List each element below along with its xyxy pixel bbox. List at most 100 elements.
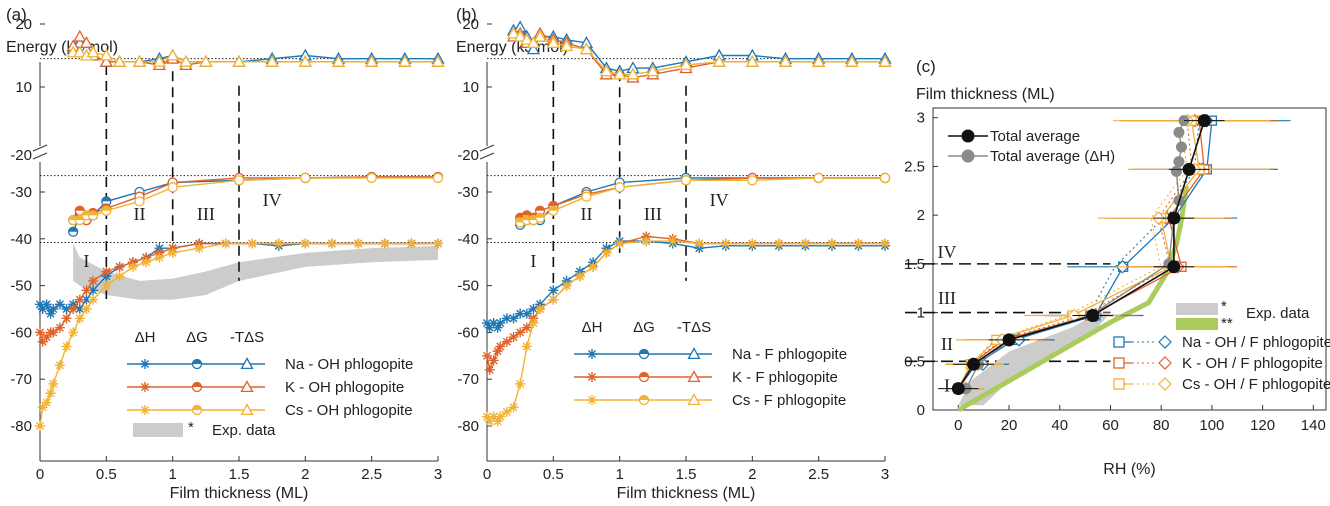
exp-data-band [73, 243, 439, 300]
legend-exp-swatch-2 [1176, 318, 1218, 330]
dH-point [81, 285, 92, 296]
dG-point [879, 172, 891, 184]
dH-point [720, 238, 731, 249]
y-tick-label: 10 [15, 79, 32, 96]
dH-point [535, 304, 546, 314]
legend-square-marker [1113, 378, 1125, 390]
mTdS-point [679, 58, 693, 70]
legend-label: K - OH / F phlogopite [1182, 355, 1323, 372]
legend-dG-marker-fill [639, 372, 649, 377]
y-tick-label: -40 [10, 231, 32, 248]
mTdS-point [265, 54, 279, 67]
axis-break-mark [32, 144, 48, 160]
dH-point [495, 411, 506, 422]
dG-point [581, 191, 592, 202]
mTdS-point [79, 36, 94, 48]
dG-point [167, 182, 178, 193]
dH-point [488, 411, 499, 422]
total-average-dH-point [1173, 156, 1185, 168]
dG-point [366, 172, 377, 184]
legend-header: ΔH [582, 319, 603, 336]
dH-point [101, 280, 112, 291]
dG-line [73, 177, 438, 221]
dH-point [54, 360, 65, 371]
region-label: II [941, 334, 953, 354]
x-axis-label: Film thickness (ML) [617, 485, 756, 502]
dH-point [88, 294, 99, 305]
mTdS-point [646, 64, 660, 77]
x-tick-label: 0 [483, 466, 491, 483]
dG-line [519, 177, 885, 224]
legend-label: Total average (ΔH) [990, 148, 1115, 165]
mTdS-point [398, 54, 412, 67]
dH-point [495, 341, 506, 352]
x-tick-label: 1.5 [676, 466, 697, 483]
legend-mTdS-marker [240, 357, 254, 370]
panel-c: (c)Film thickness (ML)RH (%)0 20 40 60 80 100… [904, 57, 1330, 478]
dH-point [88, 275, 99, 286]
legend-dG-marker-fill [192, 359, 202, 364]
dH-point [37, 336, 48, 347]
y-tick-label: 2.5 [904, 158, 925, 175]
region-label: II [134, 204, 146, 224]
dH-point [482, 411, 492, 422]
legend: ΔH ΔG -TΔS Na - OH phlogopite K - OH phlogop… [127, 329, 413, 439]
dH-point [353, 238, 364, 249]
legend-marker [961, 149, 975, 163]
dH-point [45, 388, 56, 399]
legend-dH-marker [140, 405, 150, 415]
dG-point-fill [548, 201, 558, 207]
dH-point [167, 247, 178, 258]
mTdS-point [526, 42, 541, 55]
y-tick-label: 0 [917, 402, 925, 419]
dH-point [74, 304, 85, 314]
legend-dH-marker [140, 359, 150, 369]
dH-point [61, 313, 72, 324]
x-tick-label: 60 [1102, 417, 1119, 434]
dH-point [220, 238, 231, 249]
dH-point [74, 313, 85, 324]
y-axis-label: Energy (kJ/mol) [6, 39, 118, 56]
dH-point [41, 332, 52, 343]
dH-point [492, 346, 503, 357]
legend-dG-marker-fill [639, 349, 649, 354]
x-tick-label: 0.5 [96, 466, 117, 483]
mTdS-point [778, 54, 793, 67]
dH-point [41, 397, 52, 408]
x-tick-label: 80 [1153, 417, 1170, 434]
x-axis-label: Film thickness (ML) [170, 485, 309, 502]
dH-point [37, 402, 48, 413]
mTdS-point [331, 54, 346, 67]
legend-label: Total average [990, 128, 1080, 145]
exp-data-band-1 [958, 312, 1111, 406]
dH-point [528, 304, 539, 314]
y-axis-label: Energy (kJ/mol) [456, 39, 568, 56]
dH-point [74, 294, 85, 305]
legend-marker [961, 129, 975, 143]
region-label: IV [263, 190, 282, 210]
dH-point [773, 238, 784, 249]
dH-point [484, 322, 495, 333]
dH-point [406, 238, 417, 249]
dH-point [482, 318, 492, 329]
dH-point [35, 327, 45, 338]
legend-label: Na - F phlogopite [732, 346, 847, 363]
y-tick-label: 3 [917, 110, 925, 127]
x-tick-label: 0 [954, 417, 962, 434]
legend-label: Cs - OH / F phlogopite [1182, 376, 1330, 393]
legend-diamond-marker [1158, 335, 1172, 349]
axis-break-mark [479, 144, 495, 160]
dG-point [233, 175, 245, 186]
mTdS-point [513, 29, 527, 42]
legend-mTdS-marker [687, 393, 701, 406]
mTdS-point [546, 36, 560, 48]
legend-header: -TΔS [230, 329, 264, 346]
total-average-point [1086, 309, 1100, 323]
dH-point [127, 261, 138, 272]
panel-letter: (a) [6, 5, 27, 24]
dH-point [694, 238, 705, 249]
dH-point [154, 252, 165, 263]
mTdS-point [579, 42, 594, 55]
region-label: III [197, 204, 215, 224]
